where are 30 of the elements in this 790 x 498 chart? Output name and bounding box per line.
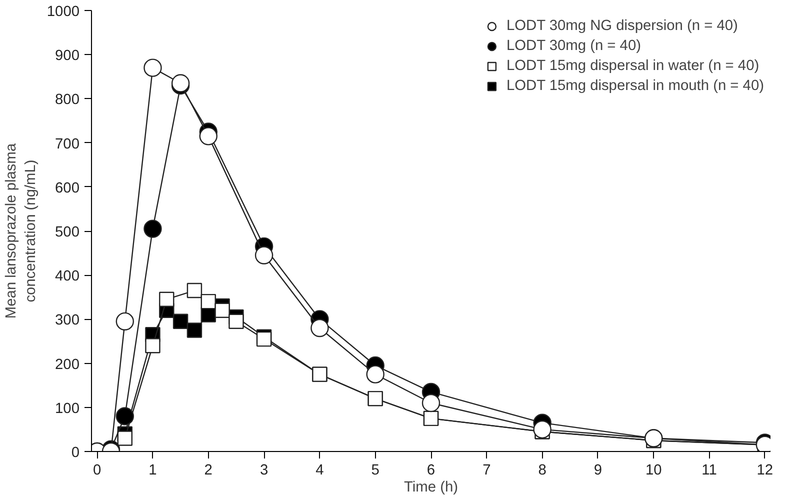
- legend-label: LODT 15mg dispersal in mouth (n = 40): [506, 78, 764, 94]
- y-axis-title: Mean lansoprazole plasma concentration (ng/mL): [4, 142, 39, 319]
- y-tick-label: 700: [55, 136, 80, 152]
- x-tick-label: 12: [756, 462, 774, 478]
- x-tick-label: 0: [92, 462, 102, 478]
- x-tick-label: 10: [645, 462, 662, 478]
- x-axis-title: Time (h): [404, 480, 458, 496]
- x-tick-label: 4: [316, 462, 324, 478]
- x-tick-label: 6: [426, 462, 436, 478]
- y-tick-label: 500: [55, 224, 80, 240]
- x-tick-label: 5: [371, 462, 380, 478]
- y-tick-label: 800: [55, 92, 80, 108]
- x-tick-label: 1: [148, 462, 157, 478]
- legend-label: LODT 30mg NG dispersion (n = 40): [506, 18, 738, 34]
- y-tick-label: 0: [71, 445, 80, 461]
- y-tick-label: 100: [55, 400, 80, 417]
- legend-label: LODT 30mg (n = 40): [506, 38, 641, 54]
- x-tick-label: 2: [204, 462, 212, 478]
- x-tick-label: 8: [538, 462, 546, 478]
- x-tick-label: 7: [482, 462, 491, 478]
- legend-label: LODT 15mg dispersal in water (n = 40): [506, 58, 760, 74]
- x-tick-label: 9: [594, 462, 602, 478]
- y-tick-label: 300: [55, 312, 80, 329]
- y-tick-label: 400: [55, 268, 80, 285]
- x-tick-label: 3: [260, 462, 268, 478]
- y-tick-label: 1000: [46, 4, 80, 20]
- x-tick-label: 11: [702, 462, 717, 478]
- y-tick-label: 200: [55, 356, 80, 373]
- y-tick-label: 900: [55, 48, 80, 64]
- y-tick-label: 600: [55, 180, 80, 196]
